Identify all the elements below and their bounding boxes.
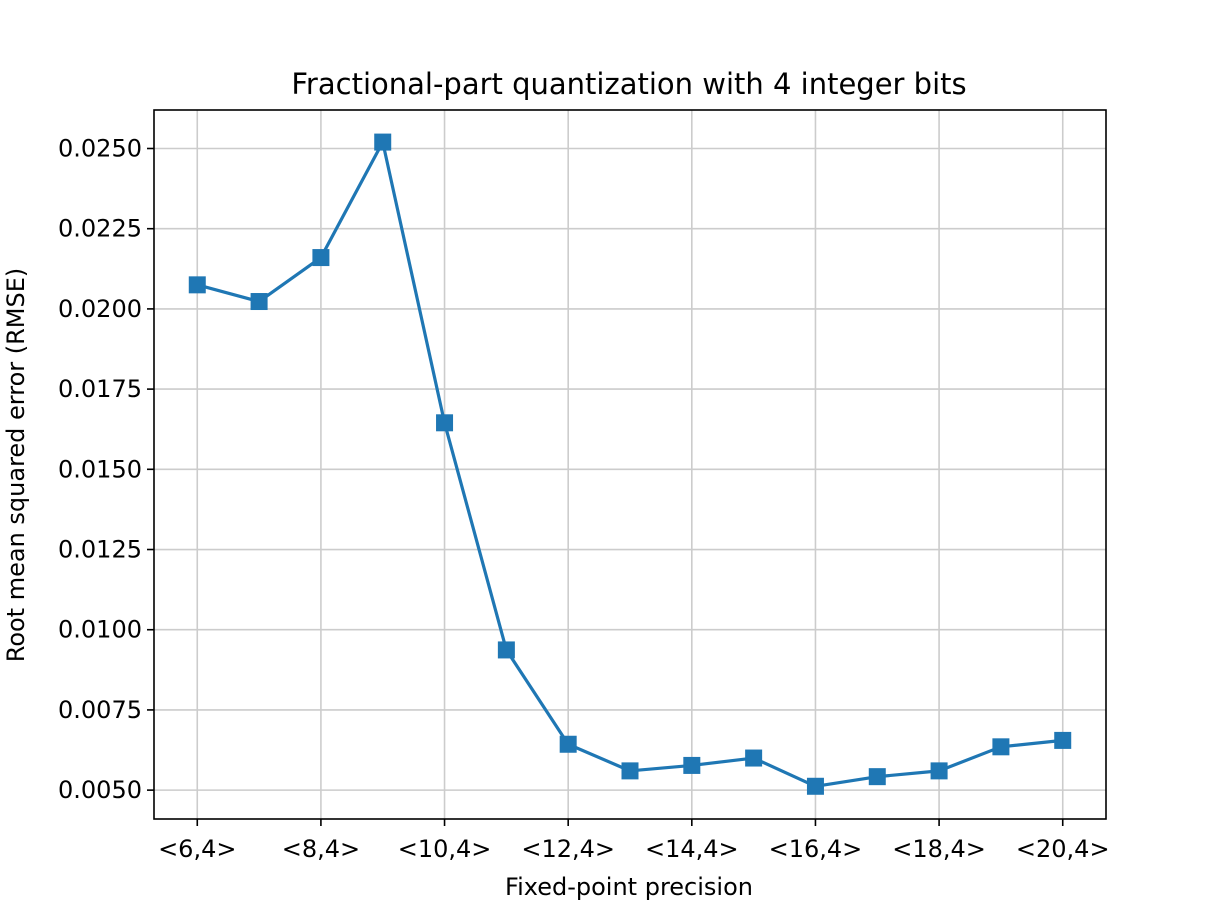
- y-tick-label: 0.0125: [58, 536, 142, 564]
- data-point: [559, 735, 577, 753]
- x-tick-label: <8,4>: [282, 835, 360, 863]
- data-point: [868, 768, 886, 786]
- x-tick-label: <10,4>: [398, 835, 492, 863]
- x-tick-label: <20,4>: [1016, 835, 1110, 863]
- x-tick-label: <18,4>: [892, 835, 986, 863]
- data-point: [250, 293, 268, 311]
- y-tick-label: 0.0175: [58, 375, 142, 403]
- data-point: [188, 276, 206, 294]
- y-axis-label: Root mean squared error (RMSE): [2, 268, 30, 663]
- y-tick-label: 0.0250: [58, 134, 142, 162]
- data-point: [621, 762, 639, 780]
- plot-frame: [153, 109, 1107, 820]
- data-point: [930, 762, 948, 780]
- data-point: [312, 249, 330, 267]
- y-tick-label: 0.0100: [58, 616, 142, 644]
- grid: [154, 110, 1106, 819]
- chart-title: Fractional-part quantization with 4 inte…: [291, 67, 966, 101]
- x-tick-label: <14,4>: [645, 835, 739, 863]
- data-point: [745, 749, 763, 767]
- y-tick-label: 0.0200: [58, 295, 142, 323]
- x-tick-label: <12,4>: [521, 835, 615, 863]
- x-tick-label: <6,4>: [158, 835, 236, 863]
- y-tick-label: 0.0075: [58, 696, 142, 724]
- x-axis-ticks: <6,4> <8,4> <10,4> <12,4> <14,4> <16,4> <18,4>…: [158, 819, 1110, 863]
- y-tick-label: 0.0050: [58, 776, 142, 804]
- x-tick-label: <16,4>: [769, 835, 863, 863]
- data-point: [683, 756, 701, 774]
- x-axis-label: Fixed-point precision: [505, 873, 753, 901]
- data-point: [374, 133, 392, 151]
- data-point: [806, 777, 824, 795]
- y-tick-label: 0.0150: [58, 455, 142, 483]
- y-tick-label: 0.0225: [58, 215, 142, 243]
- data-point: [497, 641, 515, 659]
- data-point: [436, 414, 454, 432]
- data-point: [992, 738, 1010, 756]
- series-layer: [188, 133, 1072, 795]
- y-axis-ticks: 0.0050 0.0075 0.0100 0.0125 0.0150 0.0175 0.02…: [58, 134, 154, 804]
- data-point: [1054, 731, 1072, 749]
